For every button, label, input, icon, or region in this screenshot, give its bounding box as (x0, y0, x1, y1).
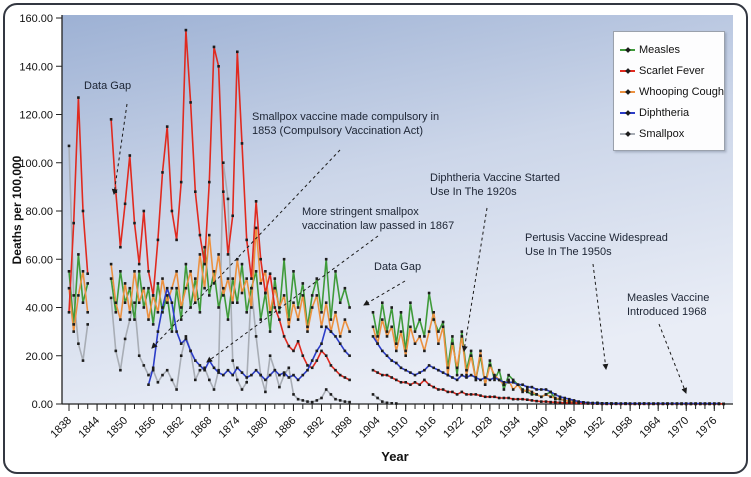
legend-swatch-whooping-cough (620, 88, 635, 95)
annotation-line: Smallpox vaccine made compulsory in (252, 111, 440, 123)
x-tick-label: 1928 (469, 415, 495, 441)
annotation-arrow-diphtheria-vaccine (461, 207, 488, 352)
legend-marker-icon (624, 109, 631, 116)
y-tick-label: 20.00 (25, 351, 53, 363)
annotation-arrow-data-gap-2 (363, 280, 406, 306)
x-tick-label: 1868 (189, 415, 215, 441)
y-axis-ticks: 0.00 20.00 40.00 60.00 80.00 100.00 120.00 140.… (19, 13, 62, 411)
x-tick-label: 1904 (357, 415, 383, 441)
x-tick-label: 1892 (301, 415, 327, 441)
legend-marker-icon (624, 88, 631, 95)
series-markers-smallpox (67, 144, 398, 405)
y-tick-label: 100.00 (19, 158, 53, 170)
annotation-line: Data Gap (84, 80, 132, 92)
x-tick-label: 1862 (161, 415, 187, 441)
legend-swatch-smallpox (620, 130, 635, 137)
legend-marker-icon (624, 130, 631, 137)
legend-label-diphtheria: Diphtheria (639, 106, 690, 119)
annotation-line: Pertusis Vaccine Widespread (525, 232, 668, 244)
legend-marker-icon (624, 67, 631, 74)
legend-item-whooping-cough: Whooping Cough (620, 81, 724, 102)
series-markers-diphtheria (147, 286, 721, 405)
legend-swatch-diphtheria (620, 109, 635, 116)
x-axis-ticks: 1838 1844 1850 1856 1862 1868 1874 1880 1886 1892… (48, 404, 725, 441)
x-tick-label: 1970 (666, 415, 692, 441)
legend: Measles Scarlet Fever Whooping Cough Diphth… (613, 31, 725, 151)
x-tick-label: 1958 (609, 415, 635, 441)
annotation-smallpox-compulsory-1853: Smallpox vaccine made compulsory in 1853 … (252, 110, 439, 138)
legend-item-scarlet-fever: Scarlet Fever (620, 60, 724, 81)
annotation-line: vaccination law passed in 1867 (302, 220, 455, 232)
x-tick-label: 1844 (76, 415, 102, 441)
legend-label-whooping-cough: Whooping Cough (639, 85, 725, 98)
x-tick-label: 1886 (273, 415, 299, 441)
annotation-line: 1853 (Compulsory Vaccination Act) (252, 125, 423, 137)
y-tick-label: 0.00 (32, 399, 53, 411)
y-tick-label: 120.00 (19, 110, 53, 122)
x-tick-label: 1934 (497, 415, 523, 441)
x-tick-label: 1964 (638, 415, 664, 441)
legend-item-measles: Measles (620, 39, 724, 60)
x-tick-label: 1856 (133, 415, 159, 441)
annotation-line: Data Gap (374, 261, 422, 273)
annotation-arrows (111, 103, 687, 394)
y-tick-label: 40.00 (25, 303, 53, 315)
legend-label-scarlet-fever: Scarlet Fever (639, 64, 705, 77)
annotation-arrow-measles-vaccine (658, 323, 687, 394)
legend-item-smallpox: Smallpox (620, 123, 724, 144)
legend-swatch-scarlet-fever (620, 67, 635, 74)
x-tick-label: 1910 (385, 415, 411, 441)
y-tick-label: 160.00 (19, 13, 53, 25)
x-tick-label: 1940 (525, 415, 551, 441)
annotation-diphtheria-vaccine: Diphtheria Vaccine Started Use In The 192… (430, 171, 560, 199)
annotation-line: Measles Vaccine (627, 292, 710, 304)
x-tick-label: 1874 (217, 415, 243, 441)
annotation-line: Use In The 1950s (525, 246, 612, 258)
x-tick-label: 1952 (581, 415, 607, 441)
annotation-measles-vaccine: Measles Vaccine Introduced 1968 (627, 291, 709, 319)
x-tick-label: 1922 (441, 415, 467, 441)
x-tick-label: 1916 (413, 415, 439, 441)
x-axis-title: Year (381, 449, 409, 464)
legend-marker-icon (624, 46, 631, 53)
x-tick-label: 1976 (694, 415, 720, 441)
annotation-line: Introduced 1968 (627, 306, 707, 318)
y-tick-label: 140.00 (19, 61, 53, 73)
legend-label-smallpox: Smallpox (639, 127, 685, 140)
x-tick-label: 1838 (48, 415, 74, 441)
legend-item-diphtheria: Diphtheria (620, 102, 724, 123)
y-axis-title: Deaths per 100,000 (10, 155, 24, 265)
x-tick-label: 1898 (329, 415, 355, 441)
x-tick-label: 1850 (104, 415, 130, 441)
annotation-data-gap-2: Data Gap (374, 260, 421, 274)
x-tick-label: 1946 (553, 415, 579, 441)
annotation-line: More stringent smallpox (302, 206, 419, 218)
annotation-smallpox-law-1867: More stringent smallpox vaccination law p… (302, 205, 454, 233)
y-tick-label: 60.00 (25, 254, 53, 266)
y-tick-label: 80.00 (25, 206, 53, 218)
annotation-data-gap-1: Data Gap (84, 79, 131, 93)
legend-swatch-measles (620, 46, 635, 53)
annotation-pertussis-vaccine: Pertusis Vaccine Widespread Use In The 19… (525, 231, 668, 259)
annotation-line: Use In The 1920s (430, 186, 517, 198)
annotation-line: Diphtheria Vaccine Started (430, 172, 561, 184)
legend-label-measles: Measles (639, 43, 680, 56)
x-tick-label: 1880 (245, 415, 271, 441)
